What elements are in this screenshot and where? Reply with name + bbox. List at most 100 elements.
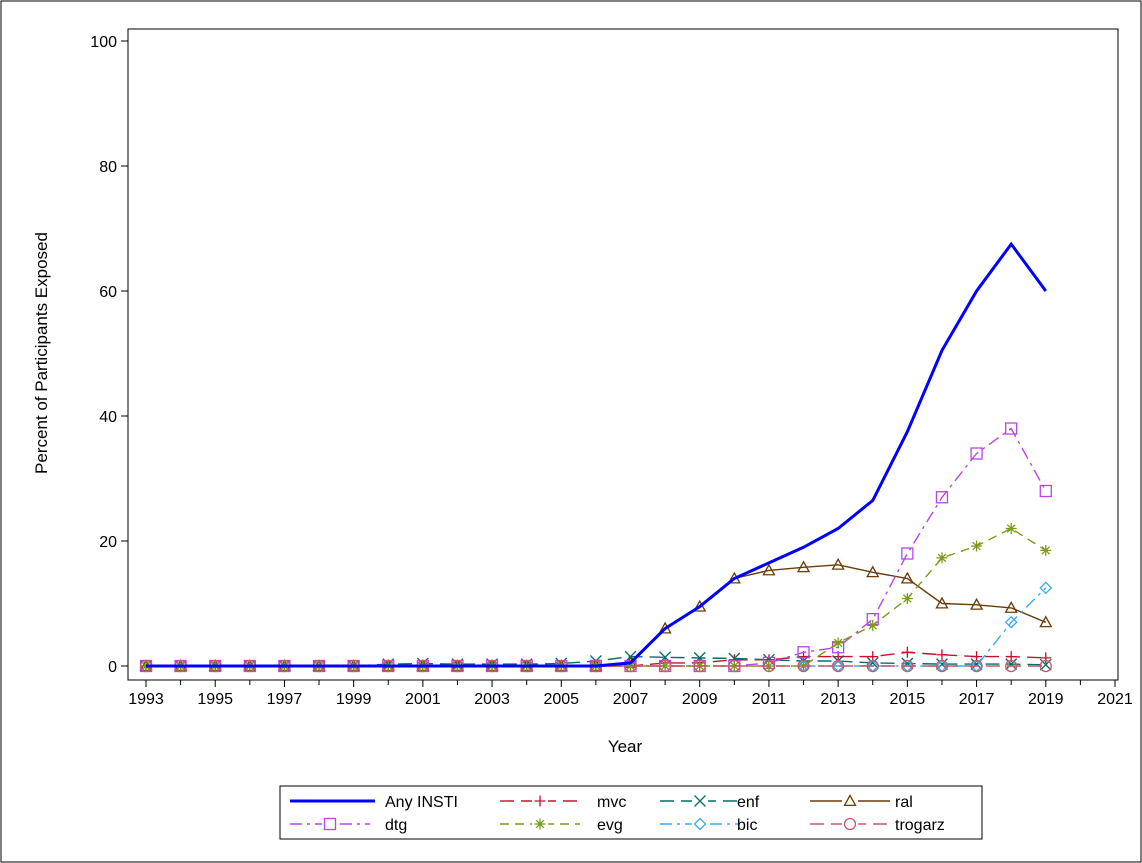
data-point-trogarz bbox=[624, 659, 637, 673]
legend-marker bbox=[694, 795, 706, 807]
y-tick-label: 0 bbox=[108, 659, 117, 676]
series-line-evg bbox=[146, 527, 1047, 667]
y-tick-label: 60 bbox=[99, 284, 117, 301]
x-tick-label: 2011 bbox=[752, 691, 787, 708]
data-point-trogarz bbox=[935, 659, 949, 673]
legend-marker bbox=[693, 817, 707, 831]
x-tick-label: 2007 bbox=[613, 691, 649, 708]
legend-item-mvc: mvc bbox=[500, 793, 626, 811]
data-point-trogarz bbox=[797, 659, 810, 673]
data-point-ral bbox=[1039, 615, 1053, 628]
legend-marker-bg bbox=[692, 816, 708, 832]
legend-label: ral bbox=[895, 794, 913, 811]
series-evg bbox=[140, 523, 1052, 672]
data-point-trogarz bbox=[658, 659, 672, 673]
data-point-evg bbox=[867, 619, 879, 631]
data-point-evg bbox=[1005, 523, 1017, 534]
data-point-dtg bbox=[1039, 484, 1052, 498]
data-point-trogarz bbox=[901, 659, 914, 673]
x-tick-label: 2003 bbox=[474, 691, 510, 708]
legend-label: enf bbox=[737, 794, 760, 811]
x-tick-label: 2005 bbox=[543, 691, 579, 708]
data-point-bic bbox=[1039, 581, 1053, 595]
data-point-evg bbox=[971, 540, 983, 552]
series-dtg bbox=[139, 422, 1052, 673]
x-tick-label: 1993 bbox=[128, 691, 164, 708]
data-point-trogarz bbox=[1005, 659, 1018, 673]
data-point-trogarz bbox=[693, 659, 706, 673]
legend-marker bbox=[534, 795, 546, 807]
data-point-evg bbox=[832, 637, 844, 649]
y-axis-title: Percent of Participants Exposed bbox=[32, 232, 51, 474]
plot-frame bbox=[127, 28, 1119, 681]
legend-marker-bg bbox=[322, 816, 338, 832]
data-point-trogarz bbox=[762, 659, 776, 673]
series-any-insti bbox=[146, 241, 1048, 668]
data-point-mvc bbox=[1040, 652, 1052, 664]
data-point-evg bbox=[901, 593, 913, 604]
y-tick-label: 40 bbox=[99, 409, 117, 426]
data-point-ral bbox=[900, 571, 914, 584]
data-point-trogarz bbox=[1039, 659, 1052, 673]
data-point-dtg bbox=[797, 646, 810, 659]
data-point-mvc bbox=[936, 649, 948, 661]
x-tick-label: 2021 bbox=[1097, 691, 1133, 708]
y-tick-label: 80 bbox=[99, 159, 117, 176]
legend-label: dtg bbox=[385, 817, 407, 834]
data-point-dtg bbox=[935, 491, 949, 504]
data-point-dtg bbox=[970, 447, 983, 460]
data-point-ral bbox=[762, 563, 776, 576]
data-point-enf bbox=[1005, 658, 1018, 671]
data-point-dtg bbox=[901, 547, 914, 560]
data-point-ral bbox=[1004, 601, 1018, 613]
legend-item-dtg: dtg bbox=[290, 816, 407, 834]
series-line-bic bbox=[803, 587, 1047, 667]
data-point-ral bbox=[796, 560, 811, 573]
legend: Any INSTI mvc enf ral dtg evg bic trogarz bbox=[279, 785, 983, 840]
legend-box bbox=[279, 785, 983, 840]
x-tick-label: 1997 bbox=[267, 691, 303, 708]
x-tick-label: 2017 bbox=[959, 691, 995, 708]
data-point-ral bbox=[935, 596, 949, 609]
legend-marker bbox=[323, 817, 337, 831]
x-tick-label: 2015 bbox=[890, 691, 926, 708]
x-axis-title: Year bbox=[608, 737, 643, 756]
data-point-mvc bbox=[901, 646, 913, 658]
data-point-ral bbox=[831, 557, 845, 570]
data-point-ral bbox=[866, 565, 880, 578]
legend-marker bbox=[843, 794, 857, 807]
legend-marker bbox=[534, 818, 546, 830]
data-point-trogarz bbox=[866, 659, 879, 673]
legend-item-ral: ral bbox=[810, 793, 913, 811]
x-tick-label: 1999 bbox=[336, 691, 372, 708]
legend-label: evg bbox=[597, 817, 623, 834]
plot-area: 0 20 40 60 80 100 1993 1995 1997 1999 2001 2003 2005… bbox=[90, 28, 1133, 708]
series-line-any-insti bbox=[146, 241, 1048, 668]
legend-label: trogarz bbox=[895, 817, 945, 834]
legend-item-trogarz: trogarz bbox=[810, 816, 945, 834]
data-point-evg bbox=[1040, 544, 1052, 556]
data-point-bic bbox=[1004, 615, 1018, 629]
y-tick-label: 100 bbox=[90, 34, 117, 51]
data-point-trogarz bbox=[831, 659, 845, 673]
x-tick-label: 2013 bbox=[820, 691, 856, 708]
data-point-trogarz bbox=[970, 659, 983, 673]
legend-label: Any INSTI bbox=[385, 794, 458, 811]
data-point-evg bbox=[659, 660, 671, 672]
x-tick-label: 1995 bbox=[197, 691, 233, 708]
legend-label: mvc bbox=[597, 794, 626, 811]
x-tick-label: 2009 bbox=[682, 691, 718, 708]
x-tick-label: 2019 bbox=[1028, 691, 1064, 708]
series-line-dtg bbox=[146, 427, 1047, 667]
legend-label: bic bbox=[737, 817, 757, 834]
series-ral bbox=[139, 557, 1053, 672]
legend-item-enf: enf bbox=[660, 793, 760, 811]
legend-item-evg: evg bbox=[500, 816, 623, 834]
data-point-dtg bbox=[1005, 422, 1018, 435]
legend-item-bic: bic bbox=[660, 816, 757, 834]
legend-marker bbox=[843, 817, 857, 831]
data-point-evg bbox=[936, 552, 948, 564]
data-point-ral bbox=[969, 597, 984, 610]
y-tick-label: 20 bbox=[99, 534, 117, 551]
